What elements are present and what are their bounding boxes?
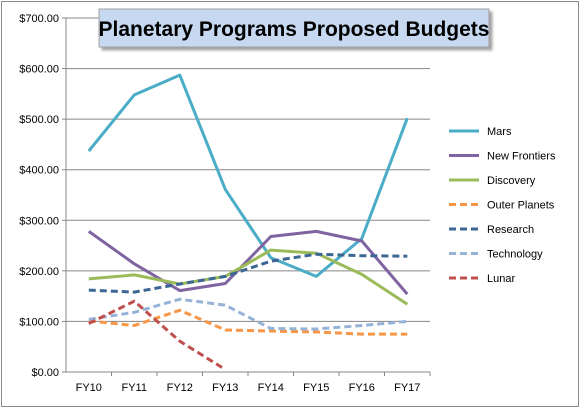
y-tick-label: $700.00 [19, 13, 59, 25]
x-tick-label: FY14 [258, 382, 284, 394]
x-axis-ticks: FY10 FY11 FY12 FY13 FY14 FY15 FY16 FY17 [76, 372, 431, 394]
y-tick-label: $100.00 [19, 316, 59, 328]
y-tick-label: $600.00 [19, 64, 59, 76]
gridlines [62, 17, 430, 373]
series-line-mars [87, 73, 409, 278]
chart-title: Planetary Programs Proposed Budgets [99, 18, 490, 41]
legend-label: New Frontiers [487, 151, 556, 163]
series-line-new-frontiers [87, 229, 409, 296]
x-tick-label: FY13 [212, 382, 238, 394]
legend: Mars New Frontiers Discovery Outer Planets R… [449, 126, 556, 285]
y-tick-label: $500.00 [19, 114, 59, 126]
title-background [98, 8, 490, 48]
legend-label: Lunar [487, 273, 515, 285]
series-line-discovery [88, 248, 409, 306]
y-axis-ticks: $0.00 $100.00 $200.00 $300.00 $400.00 $500.00… [19, 13, 59, 379]
legend-label: Technology [487, 249, 543, 261]
x-tick-label: FY16 [349, 382, 375, 394]
series-lines [87, 73, 409, 371]
x-tick-label: FY11 [122, 382, 147, 394]
x-tick-label: FY15 [303, 382, 329, 394]
x-tick-label: FY10 [76, 382, 102, 394]
legend-label: Discovery [487, 175, 536, 187]
legend-label: Research [487, 224, 534, 236]
series-line-research [88, 252, 408, 294]
x-tick-label: FY12 [167, 382, 193, 394]
chart-title-box: Planetary Programs Proposed Budgets [98, 8, 490, 48]
y-tick-label: $400.00 [19, 165, 59, 177]
y-tick-label: $200.00 [19, 266, 59, 278]
y-tick-label: $0.00 [31, 367, 59, 379]
series-line-outer-planets [88, 308, 408, 336]
series-line-lunar [88, 299, 227, 371]
y-tick-label: $300.00 [19, 215, 59, 227]
x-tick-label: FY17 [394, 382, 420, 394]
legend-label: Outer Planets [487, 200, 555, 212]
legend-label: Mars [487, 126, 512, 138]
